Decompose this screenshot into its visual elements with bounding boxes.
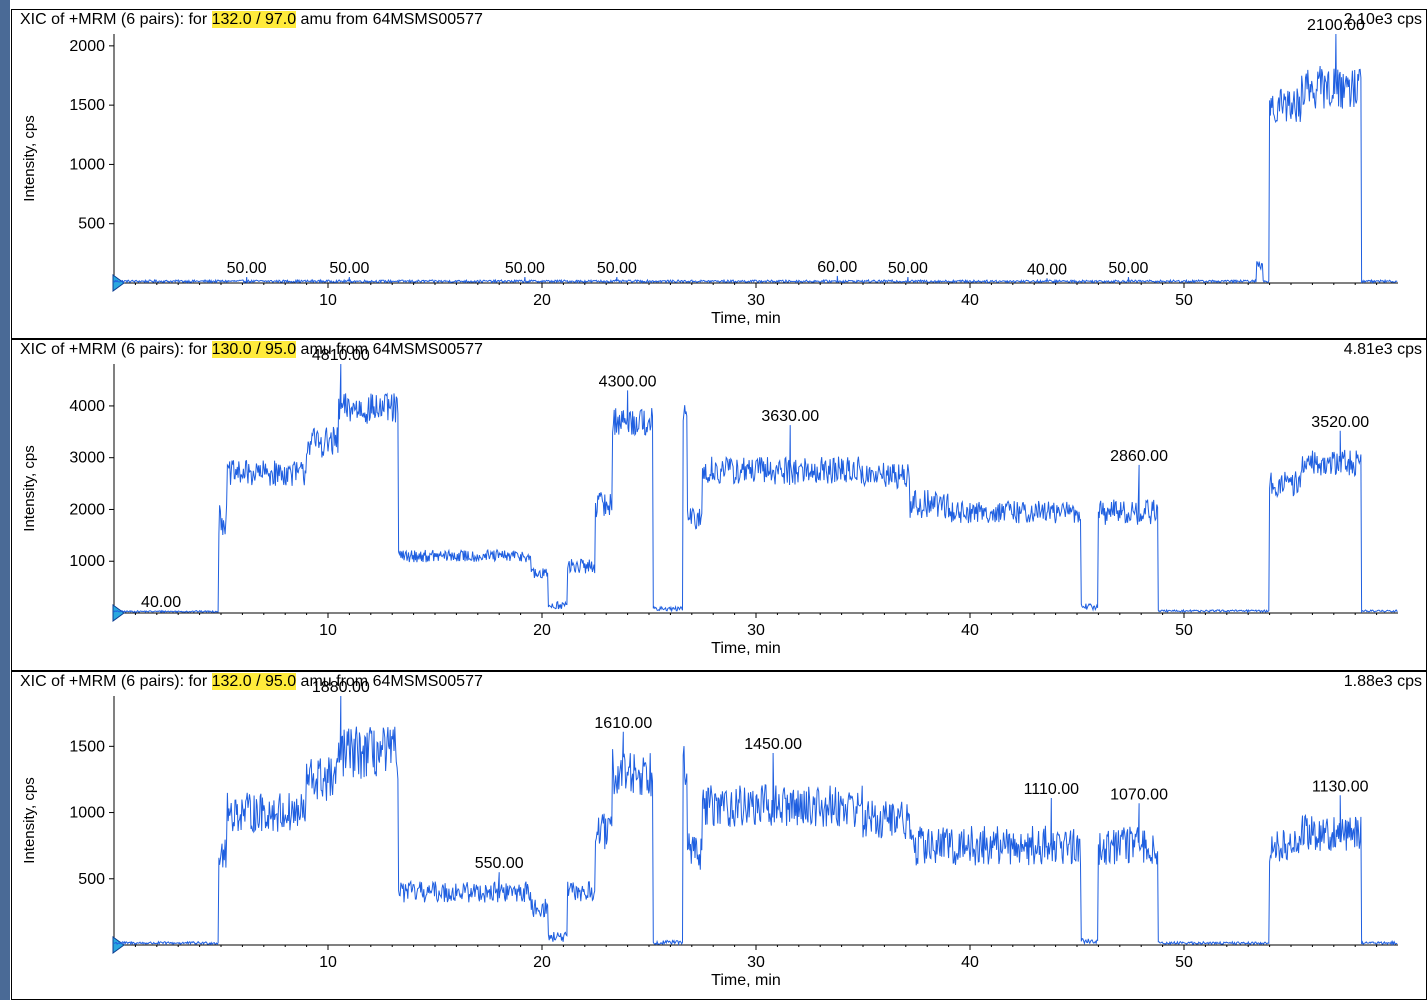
y-axis-label: Intensity, cps: [21, 445, 38, 531]
xic-panel-3: XIC of +MRM (6 pairs): for 132.0 / 95.0 …: [11, 671, 1427, 1000]
y-tick-label: 3000: [69, 450, 105, 467]
x-tick-label: 40: [961, 292, 979, 309]
panel-header: XIC of +MRM (6 pairs): for 130.0 / 95.0 …: [12, 340, 1426, 360]
x-tick-label: 50: [1175, 292, 1193, 309]
y-tick-label: 2000: [69, 38, 105, 55]
title-suffix: amu from 64MSMS00577: [296, 341, 483, 358]
y-tick-label: 1000: [69, 156, 105, 173]
peak-label: 1130.00: [1312, 778, 1369, 795]
peak-label: 1880.00: [312, 679, 370, 696]
peak-label: 50.00: [329, 260, 369, 277]
peak-label: 4810.00: [312, 347, 370, 364]
window-edge: [0, 0, 10, 1000]
peak-label: 50.00: [888, 260, 928, 277]
panel-header: XIC of +MRM (6 pairs): for 132.0 / 95.0 …: [12, 672, 1426, 692]
peak-label: 3520.00: [1311, 414, 1369, 431]
max-intensity-label: 1.88e3 cps: [1343, 673, 1422, 690]
peak-label: 4300.00: [599, 373, 657, 390]
peak-label: 2860.00: [1110, 448, 1168, 465]
chart-svg: 10 20 30 40 50 1000 2000 3000 4000 Time, min Inten…: [21, 347, 1398, 657]
y-tick-label: 500: [78, 216, 105, 233]
x-tick-label: 20: [533, 292, 551, 309]
peak-label: 50.00: [227, 260, 267, 277]
y-tick-label: 1000: [69, 553, 105, 570]
x-tick-label: 30: [747, 622, 765, 639]
peak-label: 2100.00: [1307, 17, 1365, 34]
title-prefix: XIC of +MRM (6 pairs): for: [20, 11, 212, 28]
max-intensity-label: 2.10e3 cps: [1343, 11, 1422, 28]
x-axis-label: Time, min: [711, 972, 781, 989]
y-tick-label: 4000: [69, 398, 105, 415]
max-intensity-label: 4.81e3 cps: [1343, 341, 1422, 358]
peak-label: 50.00: [505, 260, 545, 277]
peak-label: 1110.00: [1024, 781, 1080, 798]
x-tick-label: 30: [747, 954, 765, 971]
axes: 10 20 30 40 50 1000 2000 3000 4000 Time, min Inten…: [21, 364, 1398, 657]
peak-label: 40.00: [1027, 261, 1067, 278]
series-line: [113, 695, 1398, 947]
title-suffix: amu from 64MSMS00577: [296, 673, 483, 690]
x-axis-label: Time, min: [711, 640, 781, 657]
panel-title: XIC of +MRM (6 pairs): for 132.0 / 97.0 …: [20, 10, 483, 30]
x-tick-label: 40: [961, 622, 979, 639]
peak-label: 50.00: [597, 260, 637, 277]
series-line: [113, 363, 1398, 614]
xic-panel-1: XIC of +MRM (6 pairs): for 132.0 / 97.0 …: [11, 9, 1427, 339]
series-line: [113, 33, 1398, 285]
x-tick-label: 50: [1175, 622, 1193, 639]
transition-highlight: 132.0 / 97.0: [211, 11, 297, 28]
peak-label: 550.00: [475, 855, 524, 872]
x-tick-label: 20: [533, 954, 551, 971]
axes: 10 20 30 40 50 500 1000 1500 Time, min Intensity,…: [21, 696, 1398, 989]
peak-label: 1070.00: [1110, 786, 1168, 803]
baseline-marker-icon: [112, 936, 125, 954]
y-tick-label: 1500: [69, 97, 105, 114]
title-prefix: XIC of +MRM (6 pairs): for: [20, 673, 212, 690]
panel-title: XIC of +MRM (6 pairs): for 132.0 / 95.0 …: [20, 672, 483, 692]
chart-svg: 10 20 30 40 50 500 1000 1500 2000 Time, min Intens…: [21, 17, 1398, 327]
peak-label: 40.00: [141, 594, 181, 611]
axes: 10 20 30 40 50 500 1000 1500 2000 Time, min Intens…: [21, 34, 1398, 327]
x-tick-label: 30: [747, 292, 765, 309]
transition-highlight: 130.0 / 95.0: [211, 341, 297, 358]
peak-label: 1450.00: [744, 736, 802, 753]
peak-label: 60.00: [817, 259, 857, 276]
baseline-marker-icon: [112, 274, 125, 292]
x-tick-label: 40: [961, 954, 979, 971]
x-tick-label: 50: [1175, 954, 1193, 971]
peak-label: 3630.00: [761, 408, 819, 425]
y-tick-label: 2000: [69, 501, 105, 518]
xic-panel-2: XIC of +MRM (6 pairs): for 130.0 / 95.0 …: [11, 339, 1427, 671]
peak-label: 50.00: [1108, 260, 1148, 277]
y-axis-label: Intensity, cps: [21, 115, 38, 201]
baseline-marker-icon: [112, 604, 125, 622]
panel-header: XIC of +MRM (6 pairs): for 132.0 / 97.0 …: [12, 10, 1426, 30]
x-axis-label: Time, min: [711, 310, 781, 327]
transition-highlight: 132.0 / 95.0: [211, 673, 297, 690]
x-tick-label: 10: [319, 954, 337, 971]
x-tick-label: 10: [319, 292, 337, 309]
panel-title: XIC of +MRM (6 pairs): for 130.0 / 95.0 …: [20, 340, 483, 360]
y-axis-label: Intensity, cps: [21, 777, 38, 863]
y-tick-label: 500: [78, 871, 105, 888]
chart-svg: 10 20 30 40 50 500 1000 1500 Time, min Intensity,…: [21, 679, 1398, 989]
y-tick-label: 1500: [69, 738, 105, 755]
x-tick-label: 10: [319, 622, 337, 639]
title-suffix: amu from 64MSMS00577: [296, 11, 483, 28]
title-prefix: XIC of +MRM (6 pairs): for: [20, 341, 212, 358]
y-tick-label: 1000: [69, 805, 105, 822]
peak-label: 1610.00: [594, 715, 652, 732]
x-tick-label: 20: [533, 622, 551, 639]
